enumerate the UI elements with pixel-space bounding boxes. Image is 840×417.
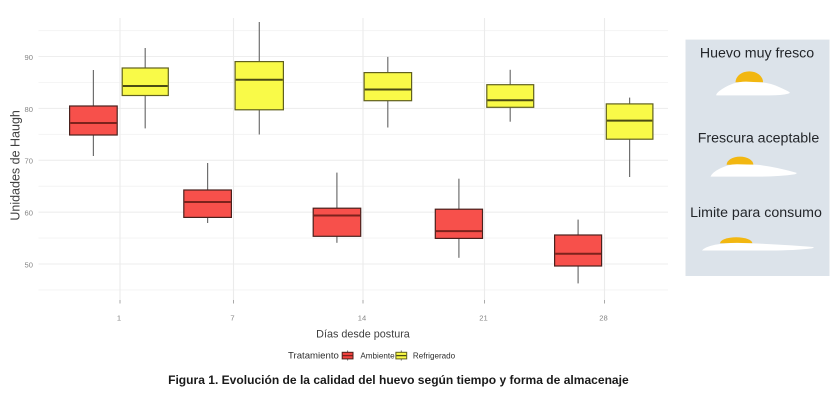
svg-text:Unidades de Haugh: Unidades de Haugh bbox=[9, 110, 23, 221]
svg-text:Huevo muy fresco: Huevo muy fresco bbox=[700, 45, 814, 61]
svg-text:60: 60 bbox=[25, 209, 33, 218]
svg-text:28: 28 bbox=[599, 313, 607, 322]
svg-text:70: 70 bbox=[25, 157, 33, 166]
svg-text:1: 1 bbox=[117, 313, 121, 322]
svg-text:50: 50 bbox=[25, 260, 33, 269]
svg-text:14: 14 bbox=[358, 313, 366, 322]
svg-text:90: 90 bbox=[25, 53, 33, 62]
svg-text:Tratamiento: Tratamiento bbox=[288, 351, 339, 362]
svg-text:Figura 1. Evolución de la cali: Figura 1. Evolución de la calidad del hu… bbox=[168, 373, 629, 387]
svg-text:21: 21 bbox=[479, 313, 487, 322]
svg-text:Días desde postura: Días desde postura bbox=[316, 329, 410, 341]
svg-text:Refrigerado: Refrigerado bbox=[413, 351, 456, 360]
svg-text:Ambiente: Ambiente bbox=[360, 351, 395, 360]
svg-text:80: 80 bbox=[25, 105, 33, 114]
svg-text:Frescura aceptable: Frescura aceptable bbox=[698, 130, 820, 146]
svg-text:Limite para consumo: Limite para consumo bbox=[690, 205, 822, 221]
svg-text:7: 7 bbox=[230, 313, 234, 322]
